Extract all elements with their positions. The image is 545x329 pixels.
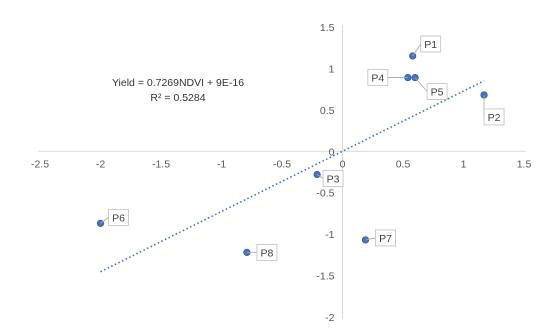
trendline-r-squared: R² = 0.5284 — [150, 92, 205, 104]
trendline-equation: Yield = 0.7269NDVI + 9E-16 — [112, 77, 244, 89]
label-box-p4 — [367, 69, 389, 86]
label-leader-p3 — [316, 174, 324, 179]
y-tick-label: 1 — [329, 63, 335, 75]
point-label-p5: P5 — [431, 87, 444, 99]
point-label-p7: P7 — [379, 233, 392, 245]
label-box-p6 — [108, 208, 129, 226]
label-box-p8 — [256, 243, 278, 261]
linear-trendline — [100, 80, 485, 273]
x-tick-label: -2 — [96, 158, 105, 170]
point-label-p6: P6 — [112, 212, 125, 224]
x-tick-label: -0.5 — [273, 158, 291, 170]
label-box-p3 — [322, 170, 344, 187]
label-leader-p1 — [412, 43, 422, 57]
x-tick-label: 1 — [461, 158, 467, 170]
x-tick-label: 0.5 — [396, 158, 411, 170]
y-tick-label: 1.5 — [320, 22, 335, 34]
trendline-group — [100, 80, 485, 273]
x-tick-label: -1.5 — [152, 158, 170, 170]
x-tick-label: 0 — [340, 158, 346, 170]
point-label-p1: P1 — [424, 39, 437, 51]
point-label-p8: P8 — [260, 247, 273, 259]
y-tick-label: -0.5 — [316, 188, 334, 200]
y-tick-label: 0 — [329, 146, 335, 158]
y-tick-label: -1 — [325, 229, 334, 241]
point-label-p3: P3 — [327, 173, 340, 185]
label-box-p7 — [375, 229, 396, 247]
y-tick-label: -2 — [325, 312, 334, 324]
label-leader-p6 — [100, 217, 109, 224]
point-label-p2: P2 — [488, 112, 501, 124]
y-tick-label: 0.5 — [320, 105, 335, 117]
x-tick-label: -2.5 — [31, 158, 49, 170]
x-tick-label: -1 — [217, 158, 226, 170]
label-box-p5 — [426, 83, 448, 100]
y-tick-label: -1.5 — [316, 271, 334, 283]
label-box-p1 — [420, 35, 442, 53]
label-leader-p5 — [414, 77, 428, 92]
x-tick-label: 1.5 — [517, 158, 532, 170]
label-box-p2 — [483, 108, 505, 126]
label-leader-p7 — [365, 237, 376, 241]
point-labels: P1 P2 P3 P4 P5 P6 P7 P8 — [100, 35, 505, 261]
point-label-p4: P4 — [371, 73, 384, 85]
tick-labels: -2.5 -2 -1.5 -1 -0.5 0 0.5 1 1.5 -2 -1.5 -1 -0.5 0 0.5… — [31, 22, 531, 324]
